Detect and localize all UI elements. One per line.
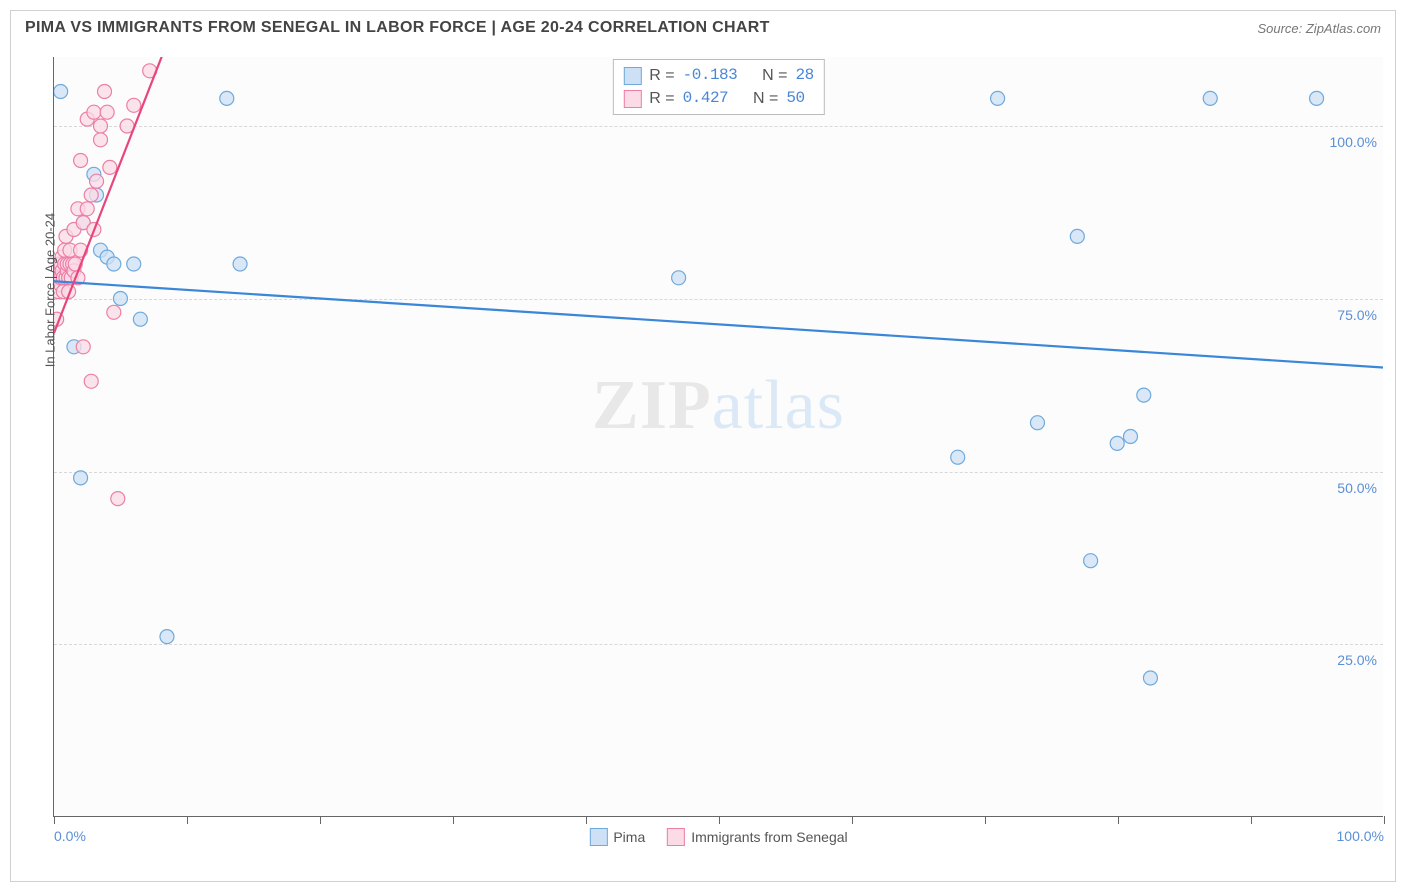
scatter-point [1310, 91, 1324, 105]
scatter-point [1203, 91, 1217, 105]
scatter-point [94, 133, 108, 147]
correlation-legend: R =-0.183 N =28R =0.427 N =50 [612, 59, 824, 115]
n-value: 28 [795, 64, 813, 87]
x-tick-label: 0.0% [54, 828, 86, 844]
chart-container: PIMA VS IMMIGRANTS FROM SENEGAL IN LABOR… [10, 10, 1396, 882]
scatter-point [111, 492, 125, 506]
scatter-point [107, 305, 121, 319]
x-tick [985, 816, 986, 824]
x-tick [1118, 816, 1119, 824]
scatter-point [74, 154, 88, 168]
r-label: R = [649, 87, 674, 110]
legend-item: Immigrants from Senegal [667, 828, 847, 846]
n-value: 50 [786, 87, 804, 110]
legend-item: Pima [589, 828, 645, 846]
legend-swatch [589, 828, 607, 846]
x-tick [719, 816, 720, 824]
title-bar: PIMA VS IMMIGRANTS FROM SENEGAL IN LABOR… [11, 11, 1395, 43]
scatter-point [127, 98, 141, 112]
trend-line [54, 281, 1383, 367]
source-label: Source: ZipAtlas.com [1257, 21, 1381, 36]
scatter-point [80, 202, 94, 216]
scatter-point [90, 174, 104, 188]
scatter-point [1030, 416, 1044, 430]
scatter-point [76, 340, 90, 354]
scatter-point [84, 188, 98, 202]
scatter-point [220, 91, 234, 105]
correlation-row: R = -0.183 N = 28 [623, 64, 813, 87]
scatter-point [87, 105, 101, 119]
x-tick [1384, 816, 1385, 824]
scatter-point [84, 374, 98, 388]
bottom-legend: Pima Immigrants from Senegal [589, 828, 847, 846]
scatter-point [54, 85, 68, 99]
scatter-point [127, 257, 141, 271]
scatter-point [1123, 430, 1137, 444]
scatter-point [1137, 388, 1151, 402]
plot-region: ZIPatlas 25.0%50.0%75.0%100.0% 0.0%100.0… [53, 57, 1383, 817]
x-tick [187, 816, 188, 824]
x-tick [320, 816, 321, 824]
trend-line [54, 57, 167, 333]
scatter-point [991, 91, 1005, 105]
r-label: R = [649, 64, 674, 87]
x-tick [54, 816, 55, 824]
legend-label: Immigrants from Senegal [691, 829, 847, 845]
scatter-point [951, 450, 965, 464]
scatter-point [133, 312, 147, 326]
scatter-point [103, 160, 117, 174]
scatter-point [1070, 229, 1084, 243]
scatter-point [1110, 436, 1124, 450]
y-axis-label: In Labor Force | Age 20-24 [43, 212, 58, 366]
scatter-svg [54, 57, 1383, 816]
x-tick [852, 816, 853, 824]
legend-label: Pima [613, 829, 645, 845]
x-tick [586, 816, 587, 824]
r-value: -0.183 [683, 64, 738, 87]
x-tick [1251, 816, 1252, 824]
scatter-point [233, 257, 247, 271]
scatter-point [94, 119, 108, 133]
scatter-point [113, 292, 127, 306]
scatter-point [98, 85, 112, 99]
n-label: N = [762, 64, 787, 87]
x-tick [453, 816, 454, 824]
n-label: N = [753, 87, 778, 110]
scatter-point [672, 271, 686, 285]
legend-swatch [623, 67, 641, 85]
scatter-point [1084, 554, 1098, 568]
scatter-point [74, 471, 88, 485]
scatter-point [1143, 671, 1157, 685]
legend-swatch [667, 828, 685, 846]
x-tick-label: 100.0% [1337, 828, 1384, 844]
chart-title: PIMA VS IMMIGRANTS FROM SENEGAL IN LABOR… [25, 19, 770, 37]
scatter-point [100, 105, 114, 119]
r-value: 0.427 [683, 87, 729, 110]
legend-swatch [623, 90, 641, 108]
correlation-row: R = 0.427 N = 50 [623, 87, 813, 110]
scatter-point [160, 630, 174, 644]
scatter-point [107, 257, 121, 271]
